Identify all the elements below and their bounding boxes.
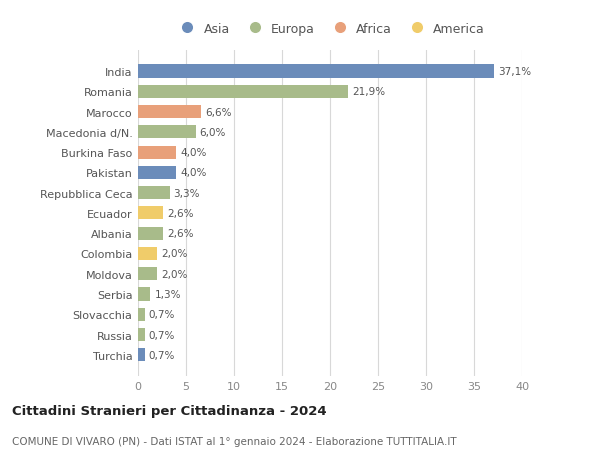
Text: 2,0%: 2,0% (161, 249, 187, 259)
Bar (138, 65, 494, 78)
Text: 21,9%: 21,9% (352, 87, 385, 97)
Bar (138, 167, 176, 179)
Bar (138, 126, 196, 139)
Text: 2,0%: 2,0% (161, 269, 187, 279)
Bar (138, 187, 170, 200)
Text: 0,7%: 0,7% (149, 350, 175, 360)
Text: 4,0%: 4,0% (180, 148, 206, 158)
Bar (138, 85, 348, 99)
Text: 6,6%: 6,6% (205, 107, 232, 118)
Bar (138, 227, 163, 240)
Text: 2,6%: 2,6% (167, 208, 193, 218)
Bar (138, 288, 151, 301)
Text: 4,0%: 4,0% (180, 168, 206, 178)
Bar (138, 247, 157, 260)
Text: 0,7%: 0,7% (149, 330, 175, 340)
Text: 2,6%: 2,6% (167, 229, 193, 239)
Text: Cittadini Stranieri per Cittadinanza - 2024: Cittadini Stranieri per Cittadinanza - 2… (12, 404, 326, 417)
Text: 37,1%: 37,1% (498, 67, 531, 77)
Text: 1,3%: 1,3% (154, 289, 181, 299)
Text: 0,7%: 0,7% (149, 309, 175, 319)
Bar (138, 106, 202, 119)
Text: COMUNE DI VIVARO (PN) - Dati ISTAT al 1° gennaio 2024 - Elaborazione TUTTITALIA.: COMUNE DI VIVARO (PN) - Dati ISTAT al 1°… (12, 436, 457, 446)
Bar (138, 328, 145, 341)
Bar (138, 146, 176, 159)
Bar (138, 348, 145, 362)
Bar (138, 207, 163, 220)
Text: 6,0%: 6,0% (199, 128, 226, 138)
Text: 3,3%: 3,3% (173, 188, 200, 198)
Bar (138, 308, 145, 321)
Bar (138, 268, 157, 280)
Legend: Asia, Europa, Africa, America: Asia, Europa, Africa, America (170, 17, 490, 40)
